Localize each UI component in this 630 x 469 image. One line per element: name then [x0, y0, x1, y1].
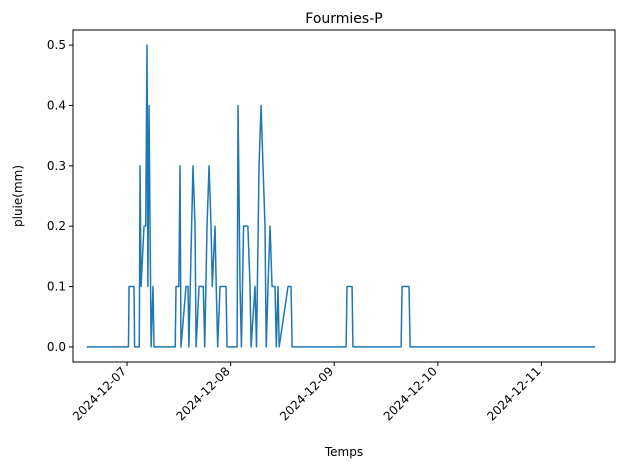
x-axis-label: Temps [324, 445, 363, 459]
y-tick-label: 0.1 [47, 280, 66, 294]
y-tick-label: 0.3 [47, 159, 66, 173]
chart-title: Fourmies-P [305, 11, 382, 27]
y-tick-label: 0.2 [47, 219, 66, 233]
y-axis-label: pluie(mm) [11, 165, 25, 227]
plot-frame [72, 29, 616, 363]
y-tick-label: 0.0 [47, 340, 66, 354]
y-tick-label: 0.5 [47, 38, 66, 52]
data-line [86, 44, 595, 348]
y-tick-label: 0.4 [47, 98, 66, 112]
